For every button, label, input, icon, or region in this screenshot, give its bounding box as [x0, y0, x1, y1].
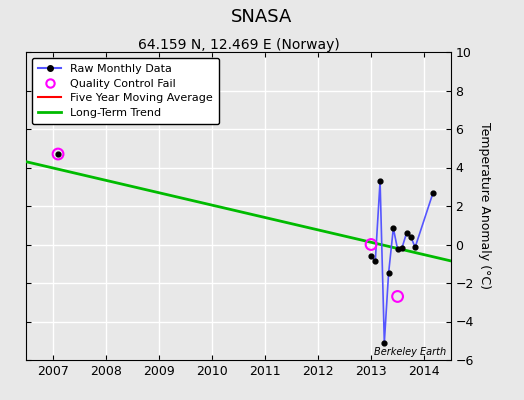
Point	[402, 230, 411, 236]
Text: Berkeley Earth: Berkeley Earth	[374, 347, 446, 357]
Point	[411, 244, 419, 250]
Point	[367, 253, 375, 259]
Point	[54, 151, 62, 157]
Point	[429, 189, 438, 196]
Point	[367, 241, 375, 248]
Point	[389, 225, 398, 231]
Point	[371, 258, 379, 264]
Text: SNASA: SNASA	[231, 8, 293, 26]
Title: 64.159 N, 12.469 E (Norway): 64.159 N, 12.469 E (Norway)	[137, 38, 340, 52]
Point	[54, 151, 62, 157]
Point	[376, 178, 384, 184]
Point	[385, 270, 393, 276]
Point	[394, 293, 402, 300]
Point	[407, 234, 415, 240]
Legend: Raw Monthly Data, Quality Control Fail, Five Year Moving Average, Long-Term Tren: Raw Monthly Data, Quality Control Fail, …	[32, 58, 219, 124]
Point	[380, 340, 388, 346]
Point	[394, 246, 402, 252]
Point	[398, 245, 406, 252]
Y-axis label: Temperature Anomaly (°C): Temperature Anomaly (°C)	[477, 122, 490, 290]
